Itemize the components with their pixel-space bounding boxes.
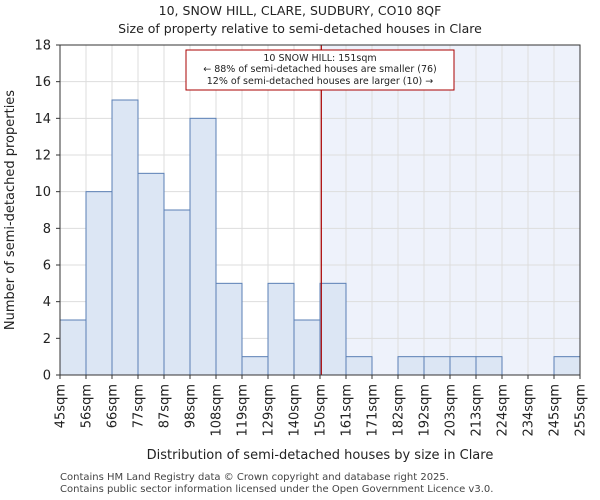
y-tick-label: 0 [43, 369, 51, 384]
bar-245sqm [553, 356, 581, 376]
annotation-line-3: 12% of semi-detached houses are larger (… [207, 76, 434, 87]
bar-182sqm [397, 356, 425, 376]
bar-98sqm [189, 117, 217, 376]
larger-region-shade [321, 45, 580, 375]
x-tick-label: 66sqm [106, 384, 121, 428]
x-axis-label: Distribution of semi-detached houses by … [147, 448, 494, 463]
footer-line-1: Contains HM Land Registry data © Crown c… [60, 472, 449, 483]
bar-66sqm [111, 99, 139, 376]
x-tick-label: 182sqm [392, 384, 407, 437]
bar-140sqm [293, 319, 321, 376]
x-tick-label: 224sqm [496, 384, 511, 437]
x-tick-label: 45sqm [54, 384, 69, 428]
x-tick-label: 56sqm [80, 384, 95, 428]
y-tick-label: 2 [43, 332, 51, 347]
y-axis-ticks: 0 2 4 6 8 10 12 14 16 18 [34, 39, 60, 384]
footer-line-2: Contains public sector information licen… [60, 484, 494, 495]
x-tick-label: 213sqm [470, 384, 485, 437]
x-tick-label: 77sqm [132, 384, 147, 428]
bar-203sqm [449, 356, 477, 376]
histogram-chart: 0 2 4 6 8 10 12 14 16 18 45sqm 56sqm 66sqm 77sqm 87sq… [3, 39, 589, 464]
y-tick-label: 6 [43, 259, 51, 274]
y-axis-label: Number of semi-detached properties [3, 90, 18, 330]
x-tick-label: 108sqm [210, 384, 225, 437]
annotation-line-1: 10 SNOW HILL: 151sqm [263, 53, 376, 64]
x-tick-label: 203sqm [444, 384, 459, 437]
y-tick-label: 10 [34, 185, 51, 200]
annotation-box: 10 SNOW HILL: 151sqm ← 88% of semi-detac… [185, 49, 455, 91]
x-tick-label: 255sqm [574, 384, 589, 437]
annotation-frame [185, 49, 455, 91]
bar-87sqm [163, 209, 191, 376]
y-tick-label: 12 [34, 149, 51, 164]
annotation-line-2: ← 88% of semi-detached houses are smalle… [203, 64, 437, 75]
y-tick-label: 16 [34, 75, 51, 90]
y-tick-label: 14 [34, 112, 51, 127]
bar-108sqm [215, 282, 243, 376]
x-tick-label: 98sqm [184, 384, 199, 428]
x-tick-label: 161sqm [340, 384, 355, 437]
bar-129sqm [267, 282, 295, 376]
bar-56sqm [85, 191, 113, 376]
y-tick-label: 18 [34, 39, 51, 54]
x-tick-label: 171sqm [366, 384, 381, 437]
x-tick-label: 119sqm [236, 384, 251, 437]
bar-77sqm [137, 172, 165, 376]
x-tick-label: 87sqm [158, 384, 173, 428]
x-tick-label: 245sqm [548, 384, 563, 437]
bar-119sqm [241, 356, 269, 376]
x-tick-label: 140sqm [288, 384, 303, 437]
x-tick-label: 150sqm [314, 384, 329, 437]
bar-192sqm [423, 356, 451, 376]
chart-subtitle: Size of property relative to semi-detach… [118, 21, 482, 36]
y-tick-label: 8 [43, 222, 51, 237]
x-tick-label: 234sqm [522, 384, 537, 437]
bar-213sqm [475, 356, 503, 376]
bar-161sqm [345, 356, 373, 376]
chart-title: 10, SNOW HILL, CLARE, SUDBURY, CO10 8QF [158, 3, 442, 18]
x-axis-ticks: 45sqm 56sqm 66sqm 77sqm 87sqm 98sqm 108sqm 119s… [54, 375, 589, 437]
y-tick-label: 4 [43, 295, 51, 310]
x-tick-label: 192sqm [418, 384, 433, 437]
bar-150sqm [319, 282, 347, 376]
bar-45sqm [59, 319, 87, 376]
x-tick-label: 129sqm [262, 384, 277, 437]
